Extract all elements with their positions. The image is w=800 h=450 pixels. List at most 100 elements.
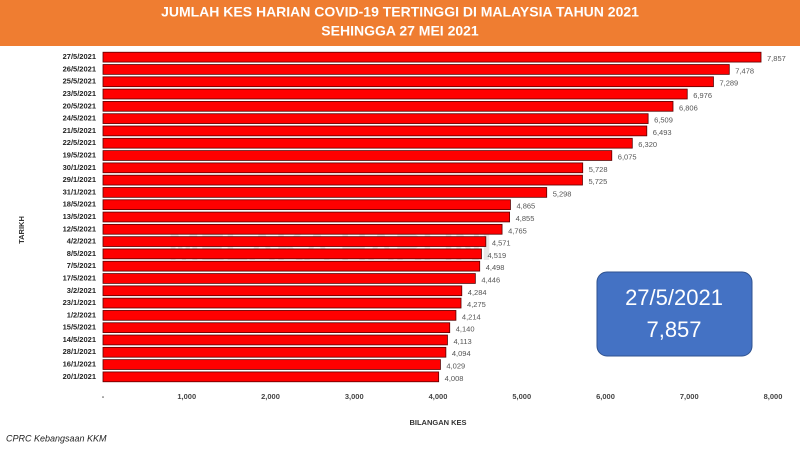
- callout-box: [596, 271, 753, 357]
- y-tick-label: 18/5/2021: [63, 200, 96, 209]
- callout-value: 7,857: [646, 317, 701, 342]
- bar: [102, 51, 762, 63]
- y-axis-label: TARIKH: [17, 216, 26, 244]
- value-label: 4,519: [487, 251, 506, 260]
- y-tick-label: 30/1/2021: [63, 163, 96, 172]
- bar: [102, 223, 503, 235]
- x-tick-label: -: [102, 392, 105, 401]
- y-tick-label: 16/1/2021: [63, 360, 96, 369]
- value-label: 4,113: [453, 337, 471, 346]
- value-label: 4,275: [467, 300, 486, 309]
- bar: [102, 236, 487, 247]
- bar: [102, 334, 448, 346]
- bar: [102, 88, 688, 100]
- bar: [102, 346, 447, 358]
- y-tick-label: 29/1/2021: [63, 175, 96, 184]
- bar: [102, 248, 482, 260]
- chart-title: JUMLAH KES HARIAN COVID-19 TERTINGGI DI …: [161, 4, 639, 20]
- y-tick-label: 23/1/2021: [63, 298, 96, 307]
- value-label: 6,493: [653, 128, 672, 137]
- value-label: 4,498: [486, 263, 505, 272]
- x-tick-label: 8,000: [764, 392, 783, 401]
- bar: [102, 297, 462, 309]
- y-tick-label: 20/1/2021: [63, 372, 96, 381]
- value-label: 5,728: [589, 165, 608, 174]
- x-tick-label: 6,000: [596, 392, 615, 401]
- value-label: 4,865: [516, 202, 535, 211]
- value-label: 5,298: [553, 189, 572, 198]
- bar: [102, 260, 481, 272]
- bar: [102, 273, 476, 284]
- x-tick-label: 2,000: [261, 392, 280, 401]
- y-tick-label: 24/5/2021: [63, 114, 96, 123]
- y-tick-label: 27/5/2021: [63, 52, 96, 61]
- x-tick-label: 1,000: [177, 392, 196, 401]
- bar: [102, 359, 441, 370]
- y-tick-label: 28/1/2021: [63, 347, 96, 356]
- bar: [102, 199, 511, 211]
- value-label: 7,478: [735, 66, 754, 75]
- y-tick-label: 4/2/2021: [67, 237, 96, 246]
- y-tick-label: 15/5/2021: [63, 323, 96, 332]
- value-label: 4,284: [468, 288, 487, 297]
- value-label: 7,857: [767, 54, 786, 63]
- bar: [102, 113, 649, 124]
- source: CPRC Kebangsaan KKM: [6, 433, 107, 443]
- value-label: 4,855: [516, 214, 535, 223]
- y-tick-label: 19/5/2021: [63, 151, 96, 160]
- y-tick-label: 13/5/2021: [63, 212, 96, 221]
- bar: [102, 285, 463, 297]
- y-tick-label: 12/5/2021: [63, 224, 96, 233]
- header-bar: [0, 0, 800, 46]
- y-tick-label: 22/5/2021: [63, 138, 96, 147]
- value-label: 5,725: [588, 177, 607, 186]
- x-tick-label: 7,000: [680, 392, 699, 401]
- y-tick-label: 17/5/2021: [63, 273, 96, 282]
- value-label: 6,976: [693, 91, 712, 100]
- bar: [102, 64, 730, 75]
- value-label: 4,029: [446, 362, 465, 371]
- bar: [102, 76, 714, 88]
- bar: [102, 187, 548, 198]
- y-tick-label: 25/5/2021: [63, 77, 96, 86]
- value-label: 4,446: [481, 275, 500, 284]
- value-label: 6,509: [654, 116, 673, 125]
- value-label: 6,806: [679, 103, 698, 112]
- bar: [102, 162, 584, 174]
- bar: [102, 125, 648, 137]
- x-tick-label: 5,000: [512, 392, 531, 401]
- bar: [102, 101, 674, 112]
- y-tick-label: 7/5/2021: [67, 261, 96, 270]
- x-axis-label: BILANGAN KES: [409, 418, 466, 427]
- value-label: 6,320: [638, 140, 657, 149]
- bar: [102, 174, 583, 186]
- bar: [102, 310, 457, 321]
- x-tick-label: 3,000: [345, 392, 364, 401]
- value-label: 4,094: [452, 349, 471, 358]
- y-tick-label: 3/2/2021: [67, 286, 96, 295]
- value-label: 4,140: [456, 325, 475, 334]
- y-tick-label: 21/5/2021: [63, 126, 96, 135]
- y-tick-label: 23/5/2021: [63, 89, 96, 98]
- chart-subtitle: SEHINGGA 27 MEI 2021: [321, 23, 479, 39]
- bar: [102, 137, 633, 149]
- value-label: 7,289: [719, 79, 738, 88]
- callout-date: 27/5/2021: [625, 285, 723, 310]
- value-label: 6,075: [618, 153, 637, 162]
- bar: [102, 322, 451, 333]
- y-tick-label: 31/1/2021: [63, 187, 96, 196]
- value-label: 4,571: [492, 239, 511, 248]
- bar: [102, 211, 511, 223]
- bar: [102, 150, 613, 161]
- y-tick-label: 20/5/2021: [63, 101, 96, 110]
- y-tick-label: 26/5/2021: [63, 64, 96, 73]
- value-label: 4,214: [462, 312, 481, 321]
- y-tick-label: 14/5/2021: [63, 335, 96, 344]
- y-tick-label: 1/2/2021: [67, 310, 96, 319]
- bar: [102, 371, 440, 383]
- y-tick-label: 8/5/2021: [67, 249, 96, 258]
- value-label: 4,765: [508, 226, 527, 235]
- x-tick-label: 4,000: [429, 392, 448, 401]
